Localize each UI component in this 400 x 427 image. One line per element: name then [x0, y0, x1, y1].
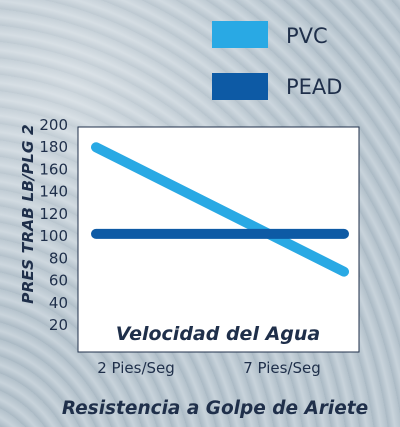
y-tick-label-20: 20 [49, 316, 68, 334]
y-tick-label-160: 160 [39, 160, 68, 178]
y-tick-label-40: 40 [49, 294, 68, 312]
legend-swatch-pvc [212, 21, 268, 48]
series-lines [91, 142, 349, 277]
legend-label-pead: PEAD [286, 75, 342, 99]
y-axis-ticks: 20 40 60 80 100 120 140 160 180 200 [39, 116, 68, 334]
y-axis-label: PRES TRAB LB/PLG 2 [19, 124, 37, 304]
legend: PVC PEAD [212, 21, 342, 100]
legend-label-pvc: PVC [286, 24, 328, 48]
y-tick-label-60: 60 [49, 272, 68, 290]
chart-title: Resistencia a Golpe de Ariete [62, 398, 368, 419]
legend-swatch-pead [212, 73, 268, 100]
y-tick-label-200: 200 [39, 116, 68, 134]
y-tick-label-180: 180 [39, 138, 68, 156]
y-tick-label-120: 120 [39, 205, 68, 223]
y-tick-label-100: 100 [39, 227, 68, 245]
y-tick-label-140: 140 [39, 183, 68, 201]
x-axis-label: Velocidad del Agua [116, 323, 320, 345]
x-tick-label-2-pies: 2 Pies/Seg [97, 359, 175, 377]
series-line-pvc [91, 142, 349, 277]
y-tick-label-80: 80 [49, 249, 68, 267]
x-tick-label-7-pies: 7 Pies/Seg [243, 359, 321, 377]
